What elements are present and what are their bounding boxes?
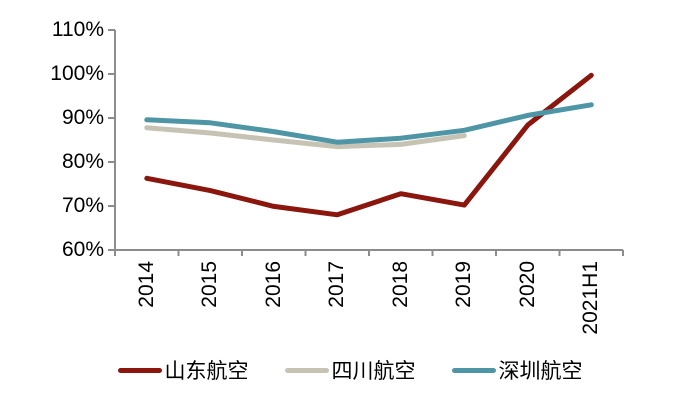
legend-line-swatch [284, 367, 329, 373]
y-axis-tick-label: 110% [51, 18, 104, 41]
y-axis-tick-label: 100% [50, 62, 104, 85]
legend-label: 深圳航空 [498, 360, 583, 383]
legend-label: 四川航空 [331, 360, 416, 383]
legend-item-山东航空: 山东航空 [117, 355, 249, 385]
chart-legend: 山东航空 四川航空 深圳航空 [0, 355, 700, 385]
legend-item-四川航空: 四川航空 [284, 355, 416, 385]
y-axis-tick-label: 80% [61, 150, 104, 173]
y-axis-tick-label: 60% [61, 238, 104, 261]
y-axis-tick-label: 70% [61, 194, 104, 217]
x-axis-tick-label: 2019 [452, 261, 476, 308]
x-axis-tick-label: 2014 [134, 261, 158, 308]
series-line-山东航空 [144, 72, 594, 218]
x-axis-tick-label: 2015 [198, 261, 222, 308]
series-line-深圳航空 [144, 102, 594, 145]
x-axis-tick-label: 2016 [261, 261, 285, 308]
legend-item-深圳航空: 深圳航空 [451, 355, 583, 385]
x-axis-tick-label: 2020 [515, 261, 539, 308]
x-axis-tick-label: 2017 [325, 261, 349, 308]
legend-line-swatch [117, 367, 162, 373]
series-line-四川航空 [144, 125, 467, 150]
y-axis-tick-label: 90% [61, 106, 104, 129]
legend-label: 山东航空 [164, 360, 249, 383]
legend-line-swatch [451, 367, 496, 373]
x-axis-tick-label: 2018 [388, 261, 412, 308]
x-axis-tick-label: 2021H1 [579, 261, 603, 335]
x-axis-tick-label-box: 2021H1 [551, 261, 631, 335]
